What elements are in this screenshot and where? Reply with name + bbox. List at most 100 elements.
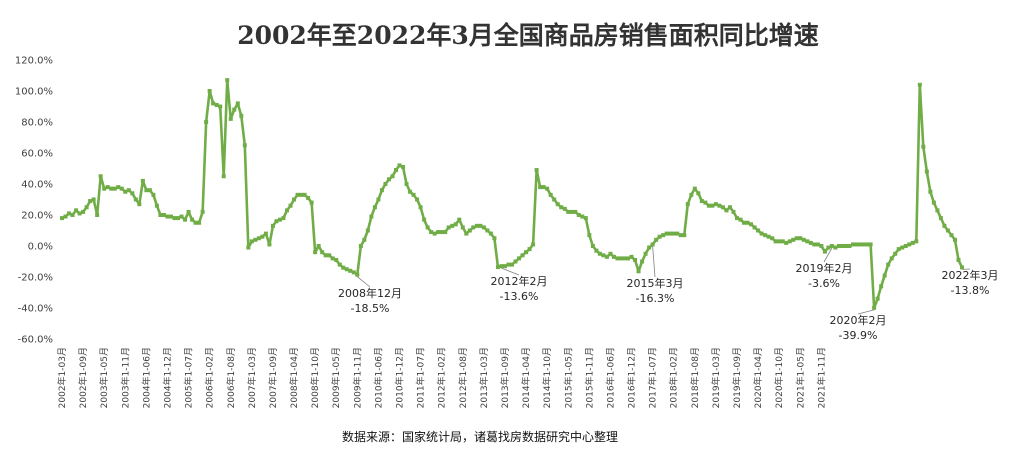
data-point [232, 107, 237, 112]
data-point [590, 244, 595, 248]
data-point [116, 185, 121, 190]
data-point [158, 213, 163, 217]
data-point [907, 242, 912, 247]
annotation-value: -13.8% [951, 284, 990, 297]
data-point [566, 209, 571, 214]
data-point [580, 214, 585, 219]
data-point [457, 217, 462, 222]
data-point [713, 202, 718, 207]
data-point [875, 296, 880, 301]
data-point [495, 265, 500, 270]
data-point [467, 228, 472, 233]
annotation-date: 2015年3月 [627, 276, 684, 290]
data-point [485, 228, 490, 233]
data-point [780, 239, 785, 244]
data-point [95, 213, 100, 217]
data-point [668, 231, 673, 236]
data-point [309, 200, 314, 205]
data-point [404, 182, 409, 186]
data-point [77, 211, 82, 216]
data-point [228, 116, 233, 121]
data-point [749, 222, 754, 227]
data-point [390, 174, 395, 179]
data-point [685, 202, 690, 207]
data-point [239, 113, 244, 118]
data-point [805, 239, 810, 244]
data-point [583, 216, 588, 221]
data-point [439, 230, 444, 235]
x-tick-label: 2013年1-09月 [499, 347, 511, 408]
data-point [675, 231, 680, 236]
data-point [706, 203, 711, 208]
x-tick-label: 2004年1-12月 [161, 347, 173, 408]
data-point [738, 217, 743, 222]
data-point [429, 230, 434, 235]
data-point [682, 233, 687, 238]
annotation-leader-line [501, 267, 520, 276]
y-tick-label: 60.0% [21, 149, 53, 160]
x-tick-label: 2018年1-02月 [668, 347, 680, 408]
annotation-date: 2012年2月 [491, 274, 548, 288]
data-point [460, 225, 465, 230]
data-point [242, 143, 247, 148]
data-point [450, 223, 455, 228]
x-tick-label: 2015年1-11月 [583, 347, 595, 408]
data-point [204, 120, 209, 124]
data-point [710, 203, 715, 208]
data-point [376, 197, 381, 202]
data-point [351, 270, 356, 275]
data-point [123, 189, 128, 194]
x-tick-label: 2004年1-06月 [140, 347, 152, 408]
data-point [858, 242, 863, 247]
data-point [488, 231, 493, 236]
data-point [464, 231, 469, 236]
data-point [193, 220, 198, 225]
data-point [246, 245, 251, 250]
x-tick-label: 2003年1-05月 [98, 347, 110, 408]
data-point [105, 185, 110, 190]
annotation-date: 2008年12月 [338, 286, 402, 300]
x-tick-label: 2021年1-05月 [794, 347, 806, 408]
x-tick-label: 2007年1-09月 [267, 347, 279, 408]
data-point [249, 239, 254, 244]
data-point [471, 225, 476, 230]
data-point [882, 273, 887, 278]
data-point [914, 239, 919, 244]
data-point [372, 205, 377, 210]
data-point [647, 245, 652, 250]
data-point [879, 284, 884, 289]
data-point [306, 195, 311, 200]
annotation-leader-line [652, 246, 656, 278]
data-point [541, 185, 546, 190]
data-point [348, 268, 353, 273]
data-point [938, 216, 943, 221]
data-point [288, 203, 293, 208]
data-point [369, 214, 374, 219]
data-point [801, 237, 806, 242]
data-point [513, 259, 518, 264]
data-point [401, 164, 406, 169]
data-point [478, 223, 483, 228]
data-point [601, 253, 606, 258]
data-point [594, 248, 599, 253]
data-point [165, 214, 170, 219]
data-point [84, 205, 89, 210]
data-point [109, 186, 114, 191]
data-point [952, 237, 957, 242]
data-point [506, 262, 511, 267]
data-point [742, 220, 747, 225]
data-point [843, 244, 848, 248]
data-point [819, 244, 824, 248]
x-tick-label: 2012年1-02月 [436, 347, 448, 408]
data-point [119, 186, 124, 191]
data-point [133, 197, 138, 202]
source-note: 数据来源：国家统计局，诸葛找房数据研究中心整理 [342, 429, 618, 444]
data-point [344, 267, 349, 272]
y-tick-label: 80.0% [21, 118, 53, 129]
x-tick-label: 2008年1-04月 [288, 347, 300, 408]
data-point [211, 101, 216, 106]
data-point [144, 188, 149, 193]
data-point [534, 168, 539, 173]
data-point [745, 220, 750, 225]
data-point [538, 185, 543, 190]
